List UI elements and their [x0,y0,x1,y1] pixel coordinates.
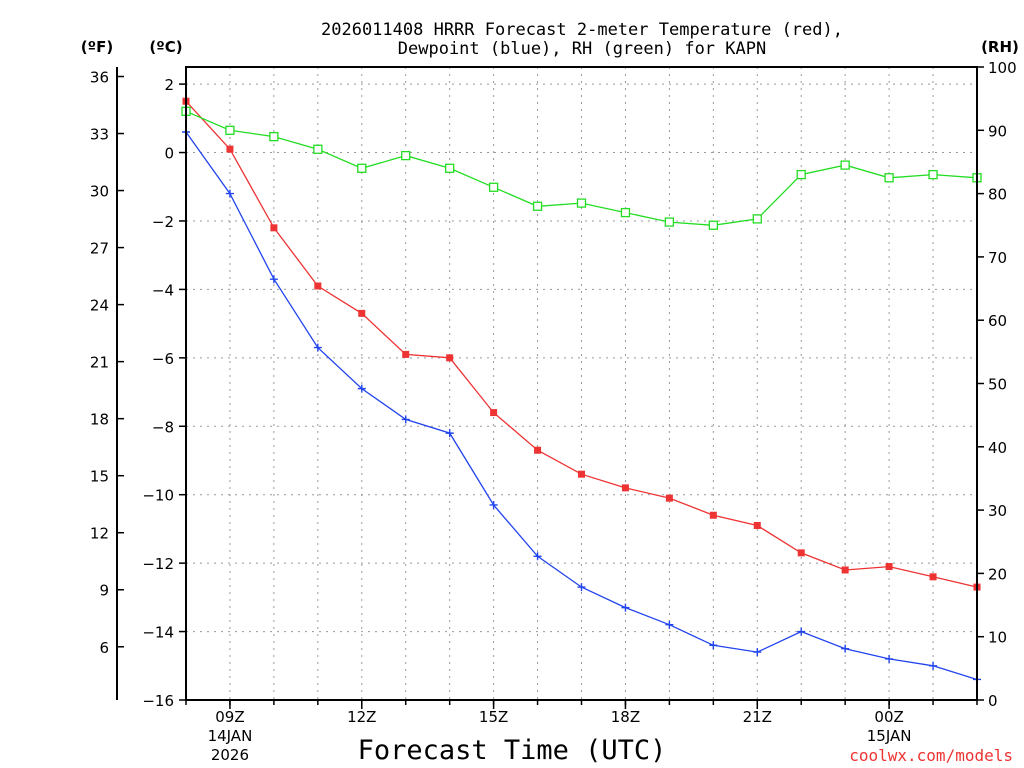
rh-point-13 [753,215,761,223]
fahrenheit-tick-label: 18 [90,411,109,429]
rh-tick-label: 80 [988,186,1007,204]
rh-tick-label: 0 [988,692,998,710]
fahrenheit-tick-label: 33 [90,126,109,144]
fahrenheit-tick-label: 24 [90,297,109,315]
dewpoint-point-17 [929,662,937,670]
rh-point-14 [797,171,805,179]
rh-point-15 [841,161,849,169]
fahrenheit-tick-label: 12 [90,525,109,543]
celsius-tick-label: −8 [152,418,174,436]
dewpoint-point-12 [709,641,717,649]
fahrenheit-tick-label: 15 [90,468,109,486]
rh-point-3 [314,145,322,153]
rh-point-12 [709,221,717,229]
dewpoint-point-16 [885,655,893,663]
temperature-point-8 [534,447,541,454]
dewpoint-point-2 [270,275,278,283]
temperature-point-16 [886,563,893,570]
rh-point-1 [226,126,234,134]
temperature-point-1 [226,146,233,153]
celsius-tick-label: −10 [142,487,174,505]
axes-layer: 3633302724211815129620−2−4−6−8−10−12−14−… [90,59,1017,764]
x-tick-label: 15Z [479,708,508,726]
rh-tick-label: 20 [988,565,1007,583]
dewpoint-point-5 [402,415,410,423]
celsius-tick-label: −4 [152,281,174,299]
rh-point-11 [665,218,673,226]
fahrenheit-unit-label: (ºF) [81,38,113,56]
rh-tick-label: 100 [988,59,1017,77]
fahrenheit-tick-label: 9 [99,582,109,600]
forecast-chart: 3633302724211815129620−2−4−6−8−10−12−14−… [0,0,1024,768]
temperature-point-13 [754,522,761,529]
rh-tick-label: 90 [988,122,1007,140]
temperature-point-4 [358,310,365,317]
dewpoint-point-13 [753,648,761,656]
celsius-tick-label: −16 [142,692,174,710]
rh-point-5 [402,152,410,160]
dewpoint-point-14 [797,628,805,636]
rh-point-16 [885,174,893,182]
fahrenheit-tick-label: 30 [90,183,109,201]
celsius-tick-label: −14 [142,624,174,642]
x-tick-label: 18Z [611,708,640,726]
dewpoint-point-6 [446,429,454,437]
rh-unit-label: (RH) [981,38,1019,56]
temperature-point-14 [798,549,805,556]
rh-point-8 [534,202,542,210]
x-axis-title: Forecast Time (UTC) [358,735,667,766]
temperature-point-7 [490,409,497,416]
x-tick-year-label: 2026 [211,746,249,764]
temperature-point-5 [402,351,409,358]
grid-lines [186,67,977,700]
temperature-point-2 [270,224,277,231]
chart-title-line-1: 2026011408 HRRR Forecast 2-meter Tempera… [321,20,843,40]
rh-tick-label: 40 [988,439,1007,457]
temperature-point-6 [446,354,453,361]
rh-point-2 [270,133,278,141]
temperature-point-3 [314,282,321,289]
celsius-tick-label: 0 [164,145,174,163]
rh-point-6 [446,164,454,172]
x-tick-label: 21Z [743,708,772,726]
fahrenheit-tick-label: 21 [90,354,109,372]
rh-tick-label: 30 [988,502,1007,520]
dewpoint-point-10 [621,604,629,612]
credit-label: coolwx.com/models [849,746,1013,765]
rh-point-4 [358,164,366,172]
x-tick-label: 09Z [215,708,244,726]
rh-tick-label: 10 [988,629,1007,647]
dewpoint-point-15 [841,645,849,653]
celsius-tick-label: −6 [152,350,174,368]
x-tick-date-label: 15JAN [867,727,912,745]
x-tick-label: 12Z [347,708,376,726]
rh-point-7 [490,183,498,191]
rh-tick-label: 50 [988,376,1007,394]
rh-point-9 [578,199,586,207]
temperature-point-17 [930,573,937,580]
celsius-unit-label: (ºC) [149,38,182,56]
rh-tick-label: 60 [988,312,1007,330]
temperature-point-9 [578,471,585,478]
x-tick-date-label: 14JAN [208,727,253,745]
celsius-tick-label: −12 [142,555,174,573]
x-tick-label: 00Z [874,708,903,726]
temperature-point-11 [666,495,673,502]
fahrenheit-tick-label: 27 [90,240,109,258]
temperature-series-line [186,101,977,587]
fahrenheit-tick-label: 36 [90,69,109,87]
celsius-tick-label: 2 [164,76,174,94]
temperature-point-10 [622,484,629,491]
rh-tick-label: 70 [988,249,1007,267]
chart-title-line-2: Dewpoint (blue), RH (green) for KAPN [398,39,766,59]
dewpoint-point-11 [665,621,673,629]
fahrenheit-tick-label: 6 [99,639,109,657]
temperature-point-12 [710,512,717,519]
rh-point-10 [621,209,629,217]
celsius-tick-label: −2 [152,213,174,231]
temperature-point-15 [842,566,849,573]
dewpoint-point-9 [578,583,586,591]
rh-point-17 [929,171,937,179]
